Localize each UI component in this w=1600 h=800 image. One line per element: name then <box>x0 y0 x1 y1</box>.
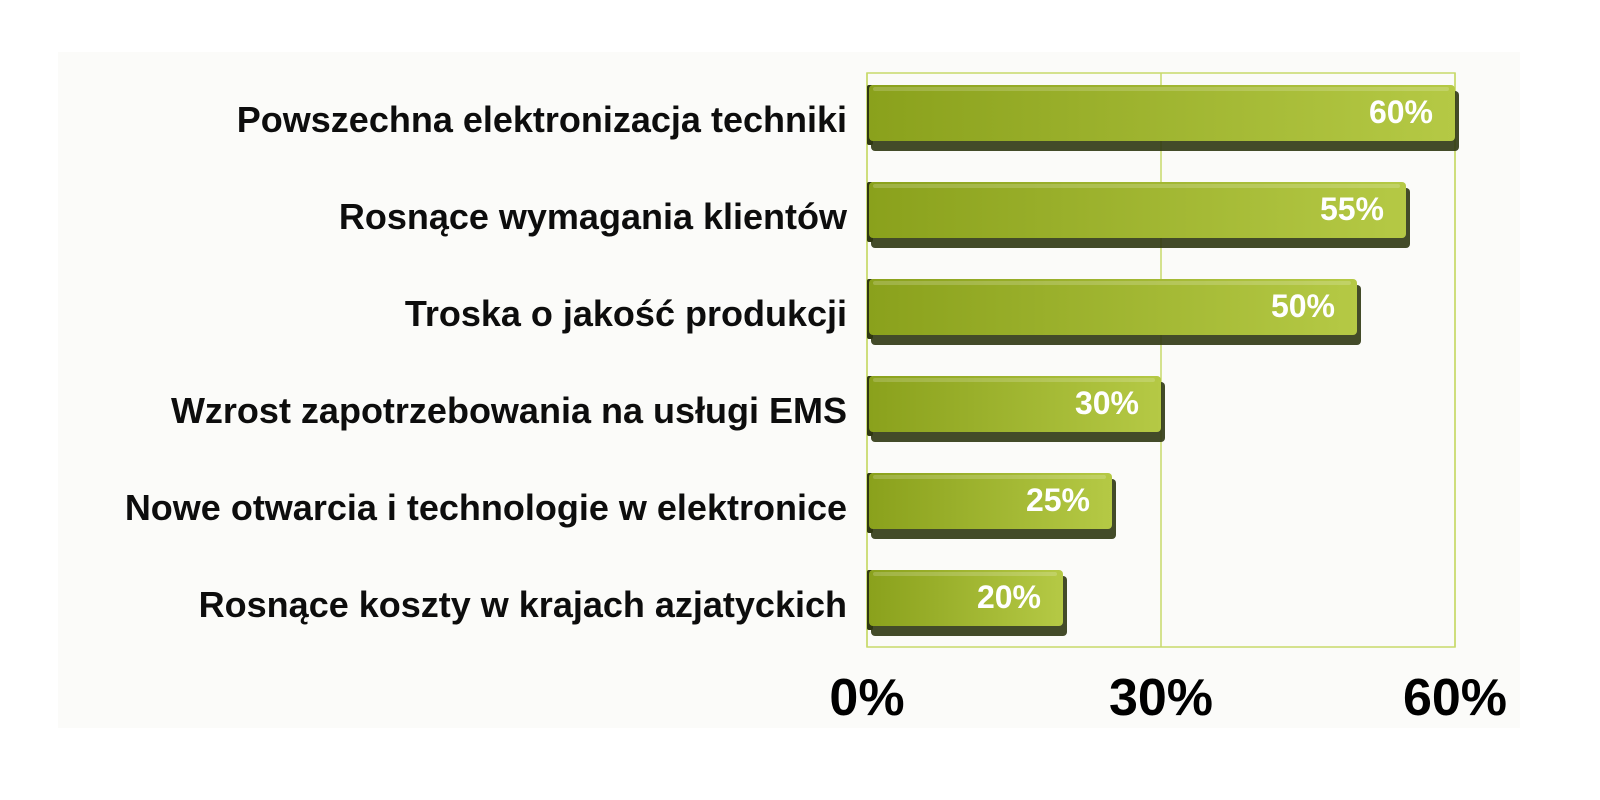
category-label: Rosnące wymagania klientów <box>339 196 848 237</box>
bar <box>869 473 1112 529</box>
bar-value-label: 30% <box>1075 385 1139 421</box>
x-tick-label: 0% <box>829 669 904 727</box>
bar <box>869 376 1161 432</box>
category-label: Rosnące koszty w krajach azjatyckich <box>199 584 847 625</box>
grid-layer <box>866 72 1456 648</box>
bar <box>869 279 1357 335</box>
category-label: Nowe otwarcia i technologie w elektronic… <box>125 487 847 528</box>
bar <box>869 182 1406 238</box>
bar-value-label: 60% <box>1369 94 1433 130</box>
plot-background <box>58 52 1520 728</box>
x-tick-label: 60% <box>1403 669 1507 727</box>
bar-value-label: 20% <box>977 579 1041 615</box>
bar-layer: 60% 55% 50% 30% 25% 20% <box>867 85 1459 636</box>
bar-highlight <box>873 87 1449 91</box>
bar-value-label: 50% <box>1271 288 1335 324</box>
category-label: Wzrost zapotrzebowania na usługi EMS <box>171 390 847 431</box>
x-tick-label: 30% <box>1109 669 1213 727</box>
x-axis-tick-layer: 0% 30% 60% <box>829 669 1507 727</box>
bar-value-label: 25% <box>1026 482 1090 518</box>
bar-highlight <box>873 184 1400 188</box>
category-label-layer: Powszechna elektronizacja techniki Rosnąc… <box>125 99 848 625</box>
bar-highlight <box>873 281 1351 285</box>
bar-group: 30% <box>867 376 1165 442</box>
bar-group: 55% <box>867 182 1410 248</box>
category-label: Troska o jakość produkcji <box>405 293 847 334</box>
category-label: Powszechna elektronizacja techniki <box>237 99 847 140</box>
bar <box>869 570 1063 626</box>
bar-value-label: 55% <box>1320 191 1384 227</box>
bar-group: 20% <box>867 570 1067 636</box>
bar-group: 50% <box>867 279 1361 345</box>
bar-group: 25% <box>867 473 1116 539</box>
bar <box>869 85 1455 141</box>
bar-group: 60% <box>867 85 1459 151</box>
bar-highlight <box>873 475 1106 479</box>
bar-highlight <box>873 378 1155 382</box>
bar-highlight <box>873 572 1057 576</box>
